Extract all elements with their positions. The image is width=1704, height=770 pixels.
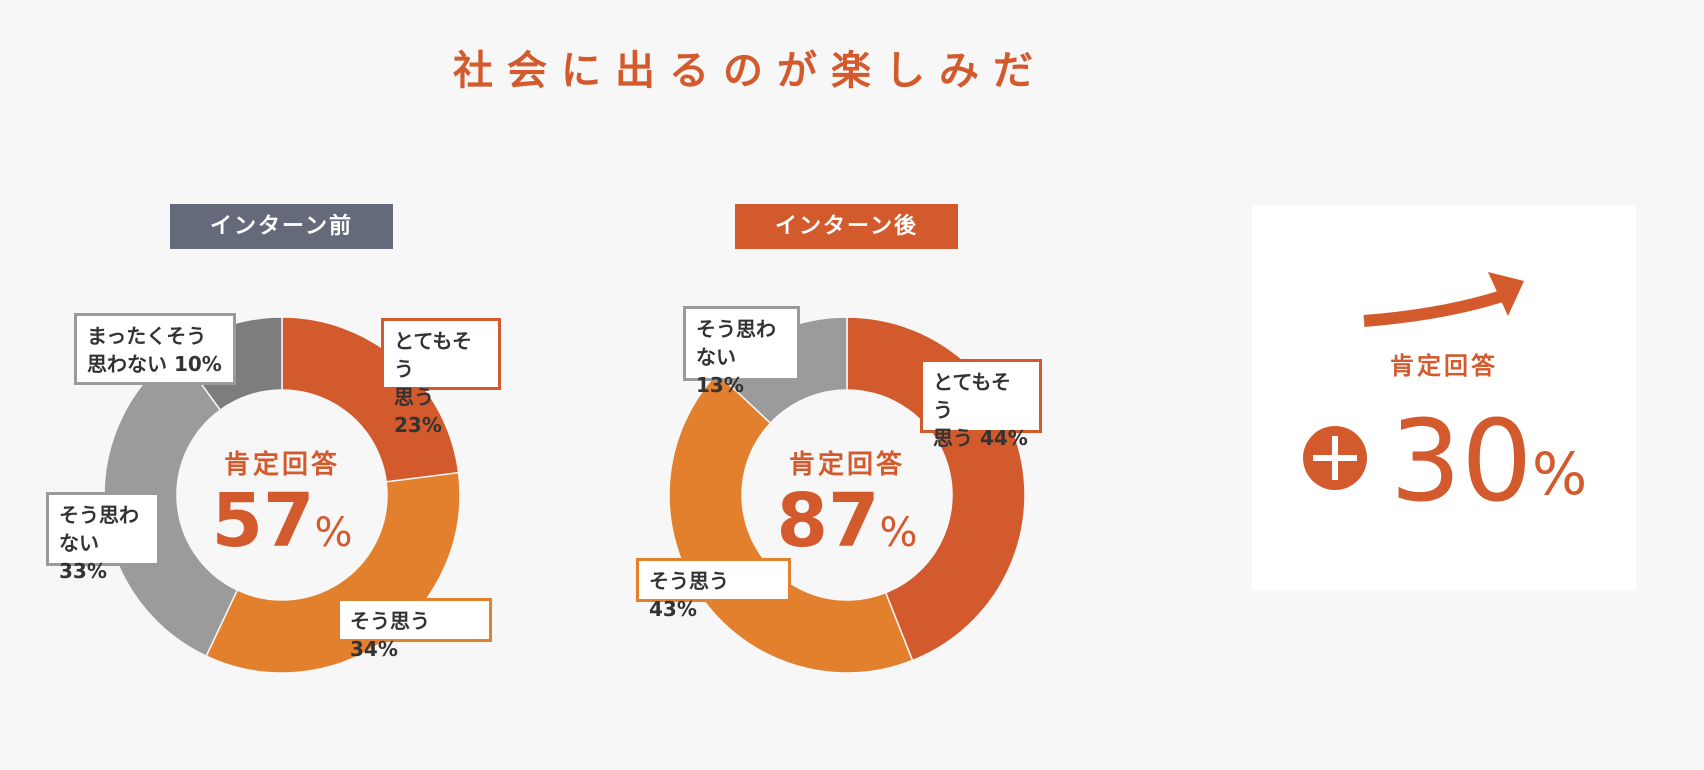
slice-label: そう思う 34% <box>337 598 492 661</box>
slice-label: そう思う 43% <box>636 558 791 621</box>
summary-value: 30 <box>1390 397 1533 527</box>
slice-label: まったくそう 思わない 10% <box>74 313 236 385</box>
center-unit: % <box>314 510 353 556</box>
before-center-label: 肯定回答 57% <box>172 444 392 561</box>
summary-card: 肯定回答 30 % <box>1252 206 1636 590</box>
center-unit: % <box>879 510 918 556</box>
center-value: 87 <box>776 478 880 564</box>
center-caption: 肯定回答 <box>223 450 340 480</box>
slice-label: そう思わ ない 33% <box>46 492 160 583</box>
after-badge: インターン後 <box>735 204 958 249</box>
after-center-label: 肯定回答 87% <box>737 444 957 561</box>
summary-caption: 肯定回答 <box>1390 352 1498 380</box>
summary-unit: % <box>1532 440 1588 508</box>
slice-label: そう思わ ない 13% <box>683 306 800 397</box>
trend-arrow-icon <box>1363 272 1524 327</box>
plus-circle-icon <box>1303 426 1367 490</box>
slice-label: とてもそう 思う 23% <box>381 318 501 437</box>
center-value: 57 <box>211 478 315 564</box>
slice-label: とてもそう 思う 44% <box>920 359 1042 450</box>
page-title: 社会に出るのが楽しみだ <box>453 48 1047 94</box>
donut-slice <box>281 316 460 483</box>
before-badge: インターン前 <box>170 204 393 249</box>
center-caption: 肯定回答 <box>788 450 905 480</box>
